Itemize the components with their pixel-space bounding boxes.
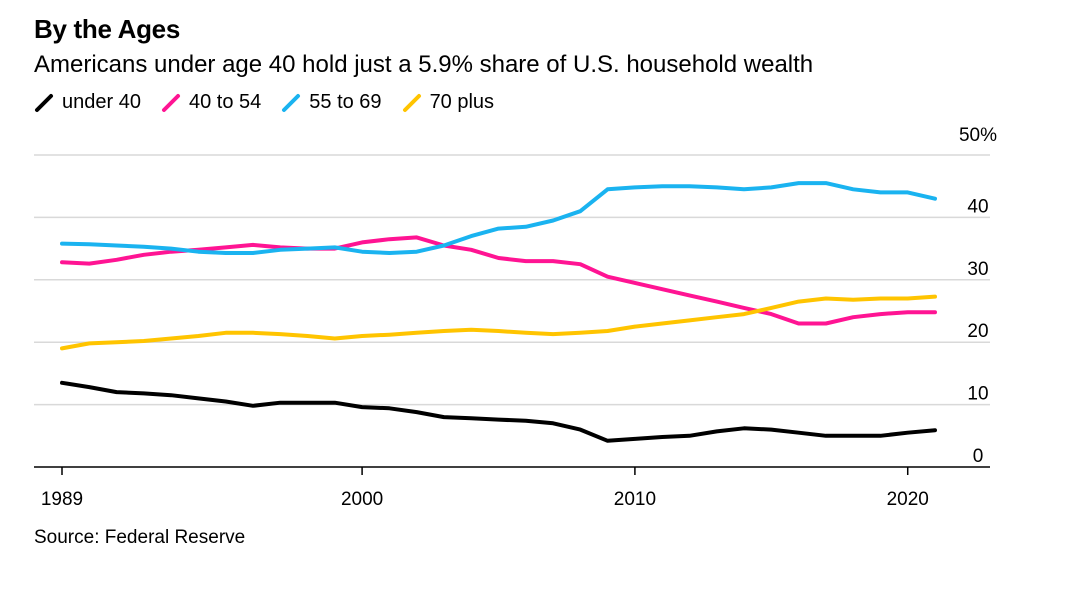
legend-swatch-70-plus <box>402 93 421 112</box>
legend-item-under-40: under 40 <box>34 91 141 114</box>
legend-swatch-40-to-54 <box>161 93 180 112</box>
legend-label-under-40: under 40 <box>62 91 141 113</box>
legend-swatch-under-40 <box>35 93 53 112</box>
legend-label-55-to-69: 55 to 69 <box>309 91 382 113</box>
chart-subtitle: Americans under age 40 hold just a 5.9% … <box>34 51 814 78</box>
series-line-under-40 <box>60 380 937 443</box>
x-tick-label-2000: 2000 <box>341 489 383 510</box>
series-line-55-to-69 <box>60 181 937 255</box>
legend-item-70-plus: 70 plus <box>402 91 495 114</box>
series-line-70-plus <box>60 294 937 351</box>
series-line-40-to-54 <box>60 235 937 326</box>
chart-title: By the Ages <box>34 14 180 44</box>
legend-label-40-to-54: 40 to 54 <box>188 91 262 113</box>
y-tick-label-50: 50% <box>959 125 997 146</box>
x-tick-label-2010: 2010 <box>614 489 656 510</box>
legend-swatch-55-to-69 <box>282 93 301 112</box>
y-tick-label-20: 20 <box>967 321 988 342</box>
source-note: Source: Federal Reserve <box>34 527 246 548</box>
legend-item-40-to-54: 40 to 54 <box>161 91 261 114</box>
y-tick-label-30: 30 <box>967 259 988 280</box>
legend-item-55-to-69: 55 to 69 <box>281 91 382 114</box>
y-tick-label-0: 0 <box>973 446 984 467</box>
y-tick-label-40: 40 <box>967 196 988 217</box>
legend-label-70-plus: 70 plus <box>429 91 495 113</box>
y-tick-label-10: 10 <box>967 384 988 405</box>
legend: under 40 40 to 54 55 to 69 70 plus <box>34 91 514 114</box>
x-tick-label-1989: 1989 <box>41 489 83 510</box>
x-tick-label-2020: 2020 <box>887 489 929 510</box>
